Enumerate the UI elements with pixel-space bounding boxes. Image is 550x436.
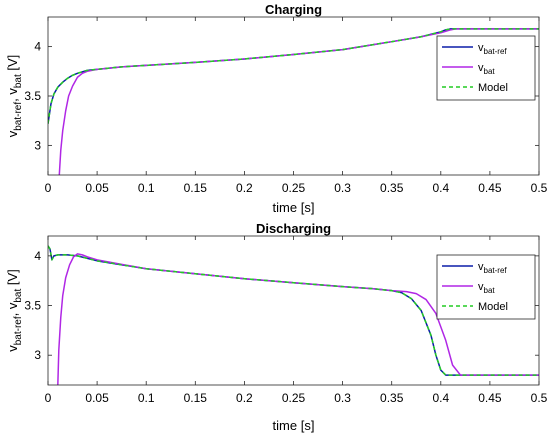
series-group [48,245,539,385]
x-tick-label: 0.25 [282,181,306,195]
legend-entry-main: v [478,281,484,293]
x-tick-label: 0 [45,391,52,405]
legend-entry-main: Model [478,82,508,94]
legend-entry: vbat-ref [478,42,507,56]
x-axis-label: time [s] [273,200,315,215]
legend-entry-main: v [478,62,484,74]
y-tick-label: 3 [34,138,41,152]
x-tick-label: 0.1 [138,181,155,195]
y-label-sep: , v [5,302,20,316]
x-tick-label: 0.4 [432,391,449,405]
x-tick-label: 0.3 [334,391,351,405]
legend-entry-main: v [478,261,484,273]
y-axis-label: vbat-ref, vbat [V] [5,55,24,138]
y-label-sub2: bat [13,289,24,303]
x-tick-label: 0.2 [236,181,253,195]
chart-title: Charging [265,2,322,17]
x-tick-label: 0.35 [380,391,404,405]
x-tick-label: 0.4 [432,181,449,195]
chart-title: Discharging [256,221,331,236]
x-tick-label: 0.05 [85,181,109,195]
x-tick-label: 0 [45,181,52,195]
y-tick-label: 3.5 [24,89,41,103]
legend-entry: vbat [478,281,495,295]
legend-entry-sub: bat [484,67,496,76]
legend-entry: vbat [478,62,495,76]
x-tick-label: 0.15 [184,391,208,405]
y-label-main: v [5,130,20,137]
y-label-unit: [V] [5,269,20,289]
legend-entry-sub: bat-ref [484,266,508,275]
series-group [48,28,539,175]
y-label-sub1: bat-ref [13,102,24,131]
y-tick-label: 3 [34,348,41,362]
y-label-main: v [5,345,20,352]
series-line-model [48,245,539,376]
y-axis-label: vbat-ref, vbat [V] [5,269,24,352]
y-label-sub2: bat [13,74,24,88]
x-tick-label: 0.15 [184,181,208,195]
x-tick-label: 0.3 [334,181,351,195]
x-tick-label: 0.45 [478,391,502,405]
legend-entry: Model [478,82,508,94]
legend-entry-main: v [478,42,484,54]
chart-1: 0 0.05 0.1 0.15 0.2 0.25 0.3 0.35 0.4 0.45 0.5 3 3.5… [5,221,548,433]
y-label-unit: [V] [5,55,20,75]
x-tick-label: 0.1 [138,391,155,405]
legend-entry: vbat-ref [478,261,507,275]
legend-entry-sub: bat [484,286,496,295]
legend-entry-sub: bat-ref [484,47,508,56]
x-tick-label: 0.05 [85,391,109,405]
x-axis-label: time [s] [273,418,315,433]
x-tick-label: 0.5 [531,181,548,195]
x-tick-label: 0.35 [380,181,404,195]
y-tick-label: 4 [34,40,41,54]
chart-0: 0 0.05 0.1 0.15 0.2 0.25 0.3 0.35 0.4 0.45 0.5 3 3.5… [5,2,548,215]
series-line-v-bat [58,28,539,175]
charts-root: 0 0.05 0.1 0.15 0.2 0.25 0.3 0.35 0.4 0.45 0.5 3 3.5… [5,2,548,433]
x-tick-label: 0.25 [282,391,306,405]
legend-entry-main: Model [478,301,508,313]
x-tick-label: 0.45 [478,181,502,195]
y-label-sub1: bat-ref [13,316,24,345]
y-tick-label: 3.5 [24,299,41,313]
x-tick-label: 0.5 [531,391,548,405]
legend-entry: Model [478,301,508,313]
series-line-model [48,28,539,124]
y-label-sep: , v [5,88,20,102]
y-tick-label: 4 [34,249,41,263]
x-tick-label: 0.2 [236,391,253,405]
